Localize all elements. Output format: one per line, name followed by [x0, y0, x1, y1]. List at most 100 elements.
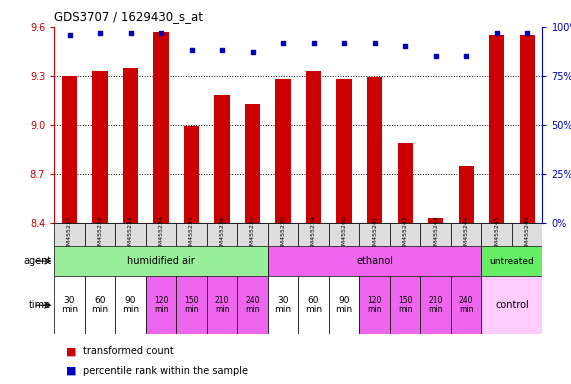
- Bar: [451, 276, 481, 334]
- Text: 210
min: 210 min: [428, 296, 443, 314]
- Text: GSM455237: GSM455237: [250, 215, 255, 253]
- Text: percentile rank within the sample: percentile rank within the sample: [83, 366, 248, 376]
- Bar: [520, 35, 535, 223]
- Bar: [298, 223, 329, 246]
- Text: agent: agent: [23, 256, 51, 266]
- Bar: [329, 276, 359, 334]
- Point: [65, 31, 74, 38]
- Bar: [146, 276, 176, 334]
- Text: GSM455235: GSM455235: [189, 215, 194, 253]
- Bar: [54, 246, 268, 276]
- Text: GDS3707 / 1629430_s_at: GDS3707 / 1629430_s_at: [54, 10, 203, 23]
- Bar: [451, 223, 481, 246]
- Text: 150
min: 150 min: [398, 296, 412, 314]
- Bar: [115, 276, 146, 334]
- Bar: [428, 218, 443, 223]
- Point: [461, 53, 471, 59]
- Bar: [238, 276, 268, 334]
- Bar: [268, 246, 481, 276]
- Point: [370, 40, 379, 46]
- Text: time: time: [29, 300, 51, 310]
- Bar: [62, 76, 77, 223]
- Text: 90
min: 90 min: [122, 296, 139, 314]
- Text: GSM455243: GSM455243: [433, 215, 438, 253]
- Bar: [238, 223, 268, 246]
- Bar: [329, 223, 359, 246]
- Bar: [115, 223, 146, 246]
- Text: GSM455239: GSM455239: [311, 215, 316, 253]
- Bar: [146, 223, 176, 246]
- Text: 240
min: 240 min: [246, 296, 260, 314]
- Text: 90
min: 90 min: [336, 296, 353, 314]
- Text: GSM455244: GSM455244: [464, 215, 469, 253]
- Text: 120
min: 120 min: [154, 296, 168, 314]
- Bar: [85, 223, 115, 246]
- Point: [492, 30, 501, 36]
- Point: [431, 53, 440, 59]
- Text: 210
min: 210 min: [215, 296, 230, 314]
- Text: GSM455236: GSM455236: [220, 215, 224, 253]
- Text: 30
min: 30 min: [61, 296, 78, 314]
- Point: [340, 40, 349, 46]
- Bar: [176, 223, 207, 246]
- Text: GSM455246: GSM455246: [525, 215, 530, 253]
- Bar: [176, 276, 207, 334]
- Bar: [207, 223, 238, 246]
- Text: control: control: [495, 300, 529, 310]
- Bar: [420, 276, 451, 334]
- Bar: [268, 276, 298, 334]
- Bar: [390, 276, 420, 334]
- Bar: [207, 276, 238, 334]
- Bar: [420, 223, 451, 246]
- Text: 30
min: 30 min: [275, 296, 292, 314]
- Bar: [397, 143, 413, 223]
- Bar: [93, 71, 108, 223]
- Text: GSM455238: GSM455238: [280, 215, 286, 253]
- Bar: [154, 32, 168, 223]
- Text: GSM455241: GSM455241: [372, 215, 377, 253]
- Text: GSM455245: GSM455245: [494, 215, 499, 253]
- Bar: [390, 223, 420, 246]
- Bar: [298, 276, 329, 334]
- Point: [187, 47, 196, 53]
- Text: 60
min: 60 min: [91, 296, 108, 314]
- Text: GSM455233: GSM455233: [128, 215, 133, 253]
- Bar: [245, 104, 260, 223]
- Bar: [367, 78, 382, 223]
- Text: 240
min: 240 min: [459, 296, 473, 314]
- Point: [95, 30, 104, 36]
- Bar: [184, 126, 199, 223]
- Bar: [481, 276, 542, 334]
- Point: [218, 47, 227, 53]
- Text: humidified air: humidified air: [127, 256, 195, 266]
- Text: 60
min: 60 min: [305, 296, 322, 314]
- Text: ■: ■: [66, 366, 76, 376]
- Bar: [123, 68, 138, 223]
- Text: GSM455234: GSM455234: [159, 215, 163, 253]
- Point: [126, 30, 135, 36]
- Text: 120
min: 120 min: [367, 296, 382, 314]
- Text: ethanol: ethanol: [356, 256, 393, 266]
- Point: [309, 40, 318, 46]
- Bar: [215, 95, 230, 223]
- Bar: [54, 276, 85, 334]
- Bar: [275, 79, 291, 223]
- Bar: [268, 223, 298, 246]
- Bar: [359, 276, 390, 334]
- Text: transformed count: transformed count: [83, 346, 174, 356]
- Bar: [85, 276, 115, 334]
- Bar: [512, 223, 542, 246]
- Point: [279, 40, 288, 46]
- Bar: [489, 35, 504, 223]
- Bar: [306, 71, 321, 223]
- Text: GSM455242: GSM455242: [403, 215, 408, 253]
- Bar: [336, 79, 352, 223]
- Text: untreated: untreated: [489, 257, 534, 266]
- Text: 150
min: 150 min: [184, 296, 199, 314]
- Text: GSM455240: GSM455240: [341, 215, 347, 253]
- Point: [248, 49, 257, 55]
- Point: [401, 43, 410, 50]
- Bar: [481, 246, 542, 276]
- Point: [522, 30, 532, 36]
- Text: GSM455231: GSM455231: [67, 215, 72, 253]
